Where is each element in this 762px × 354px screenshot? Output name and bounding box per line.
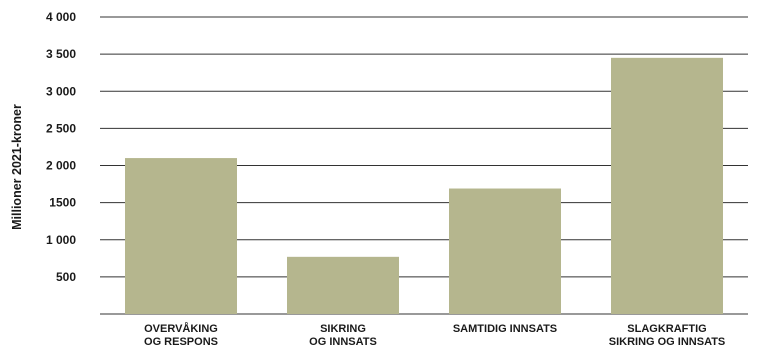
x-tick-labels: OVERVÅKING OG RESPONS SIKRING OG INNSATS SAM… [144,322,725,348]
x-tick-label: SIKRING OG INNSATS [309,323,377,348]
x-tick-label: OVERVÅKING OG RESPONS [144,322,218,348]
x-tick-label: SLAGKRAFTIG SIKRING OG INNSATS [609,323,726,348]
bar [287,256,399,314]
bar [449,188,561,314]
y-tick-label: 500 [56,270,76,284]
bar [125,158,237,314]
y-tick-label: 1500 [49,196,76,210]
x-tick-label: SAMTIDIG INNSATS [453,323,557,335]
y-tick-label: 2 000 [46,159,76,173]
y-tick-label: 3 500 [46,47,76,61]
y-tick-label: 2 500 [46,121,76,135]
bars [125,57,723,315]
y-tick-labels: 500 1 000 1500 2 000 2 500 3 000 3 500 4 000 [46,10,76,284]
y-tick-label: 1 000 [46,233,76,247]
y-tick-label: 3 000 [46,84,76,98]
bar [611,57,723,315]
y-tick-label: 4 000 [46,10,76,24]
y-axis-label: Millioner 2021-kroner [10,104,24,230]
